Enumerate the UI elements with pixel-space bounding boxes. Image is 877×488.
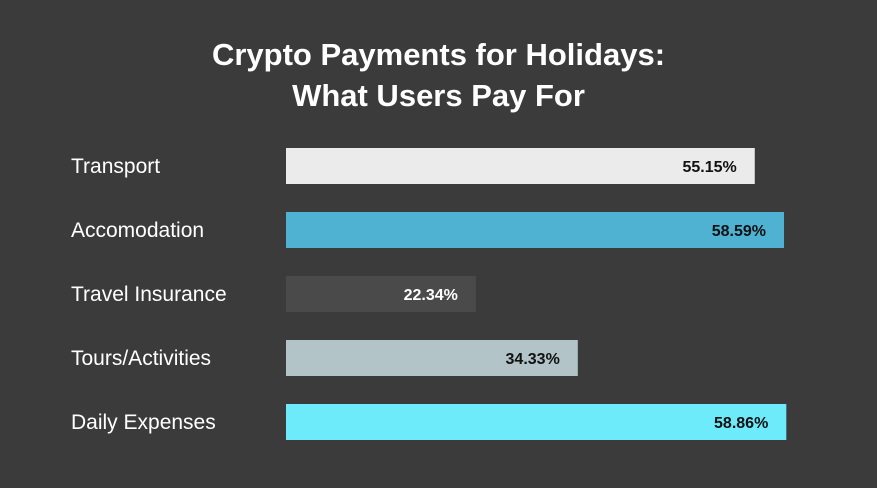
category-label: Transport bbox=[71, 155, 160, 178]
chart-title-line-1: Crypto Payments for Holidays: bbox=[211, 37, 666, 72]
data-label: 22.34% bbox=[404, 287, 458, 304]
chart-title: Crypto Payments for Holidays: What Users… bbox=[0, 34, 877, 116]
data-label: 55.15% bbox=[683, 159, 737, 176]
chart-title-line-2: What Users Pay For bbox=[292, 78, 585, 113]
data-label: 34.33% bbox=[506, 351, 560, 368]
bar bbox=[286, 148, 755, 184]
category-label: Tours/Activities bbox=[71, 347, 211, 370]
bar bbox=[286, 212, 785, 248]
bar bbox=[286, 276, 476, 312]
category-label: Travel Insurance bbox=[71, 283, 227, 306]
data-label: 58.59% bbox=[712, 223, 766, 240]
category-label: Accomodation bbox=[71, 219, 204, 242]
bar bbox=[286, 340, 578, 376]
bar bbox=[286, 404, 787, 440]
category-label: Daily Expenses bbox=[71, 411, 216, 434]
data-label: 58.86% bbox=[714, 415, 768, 432]
